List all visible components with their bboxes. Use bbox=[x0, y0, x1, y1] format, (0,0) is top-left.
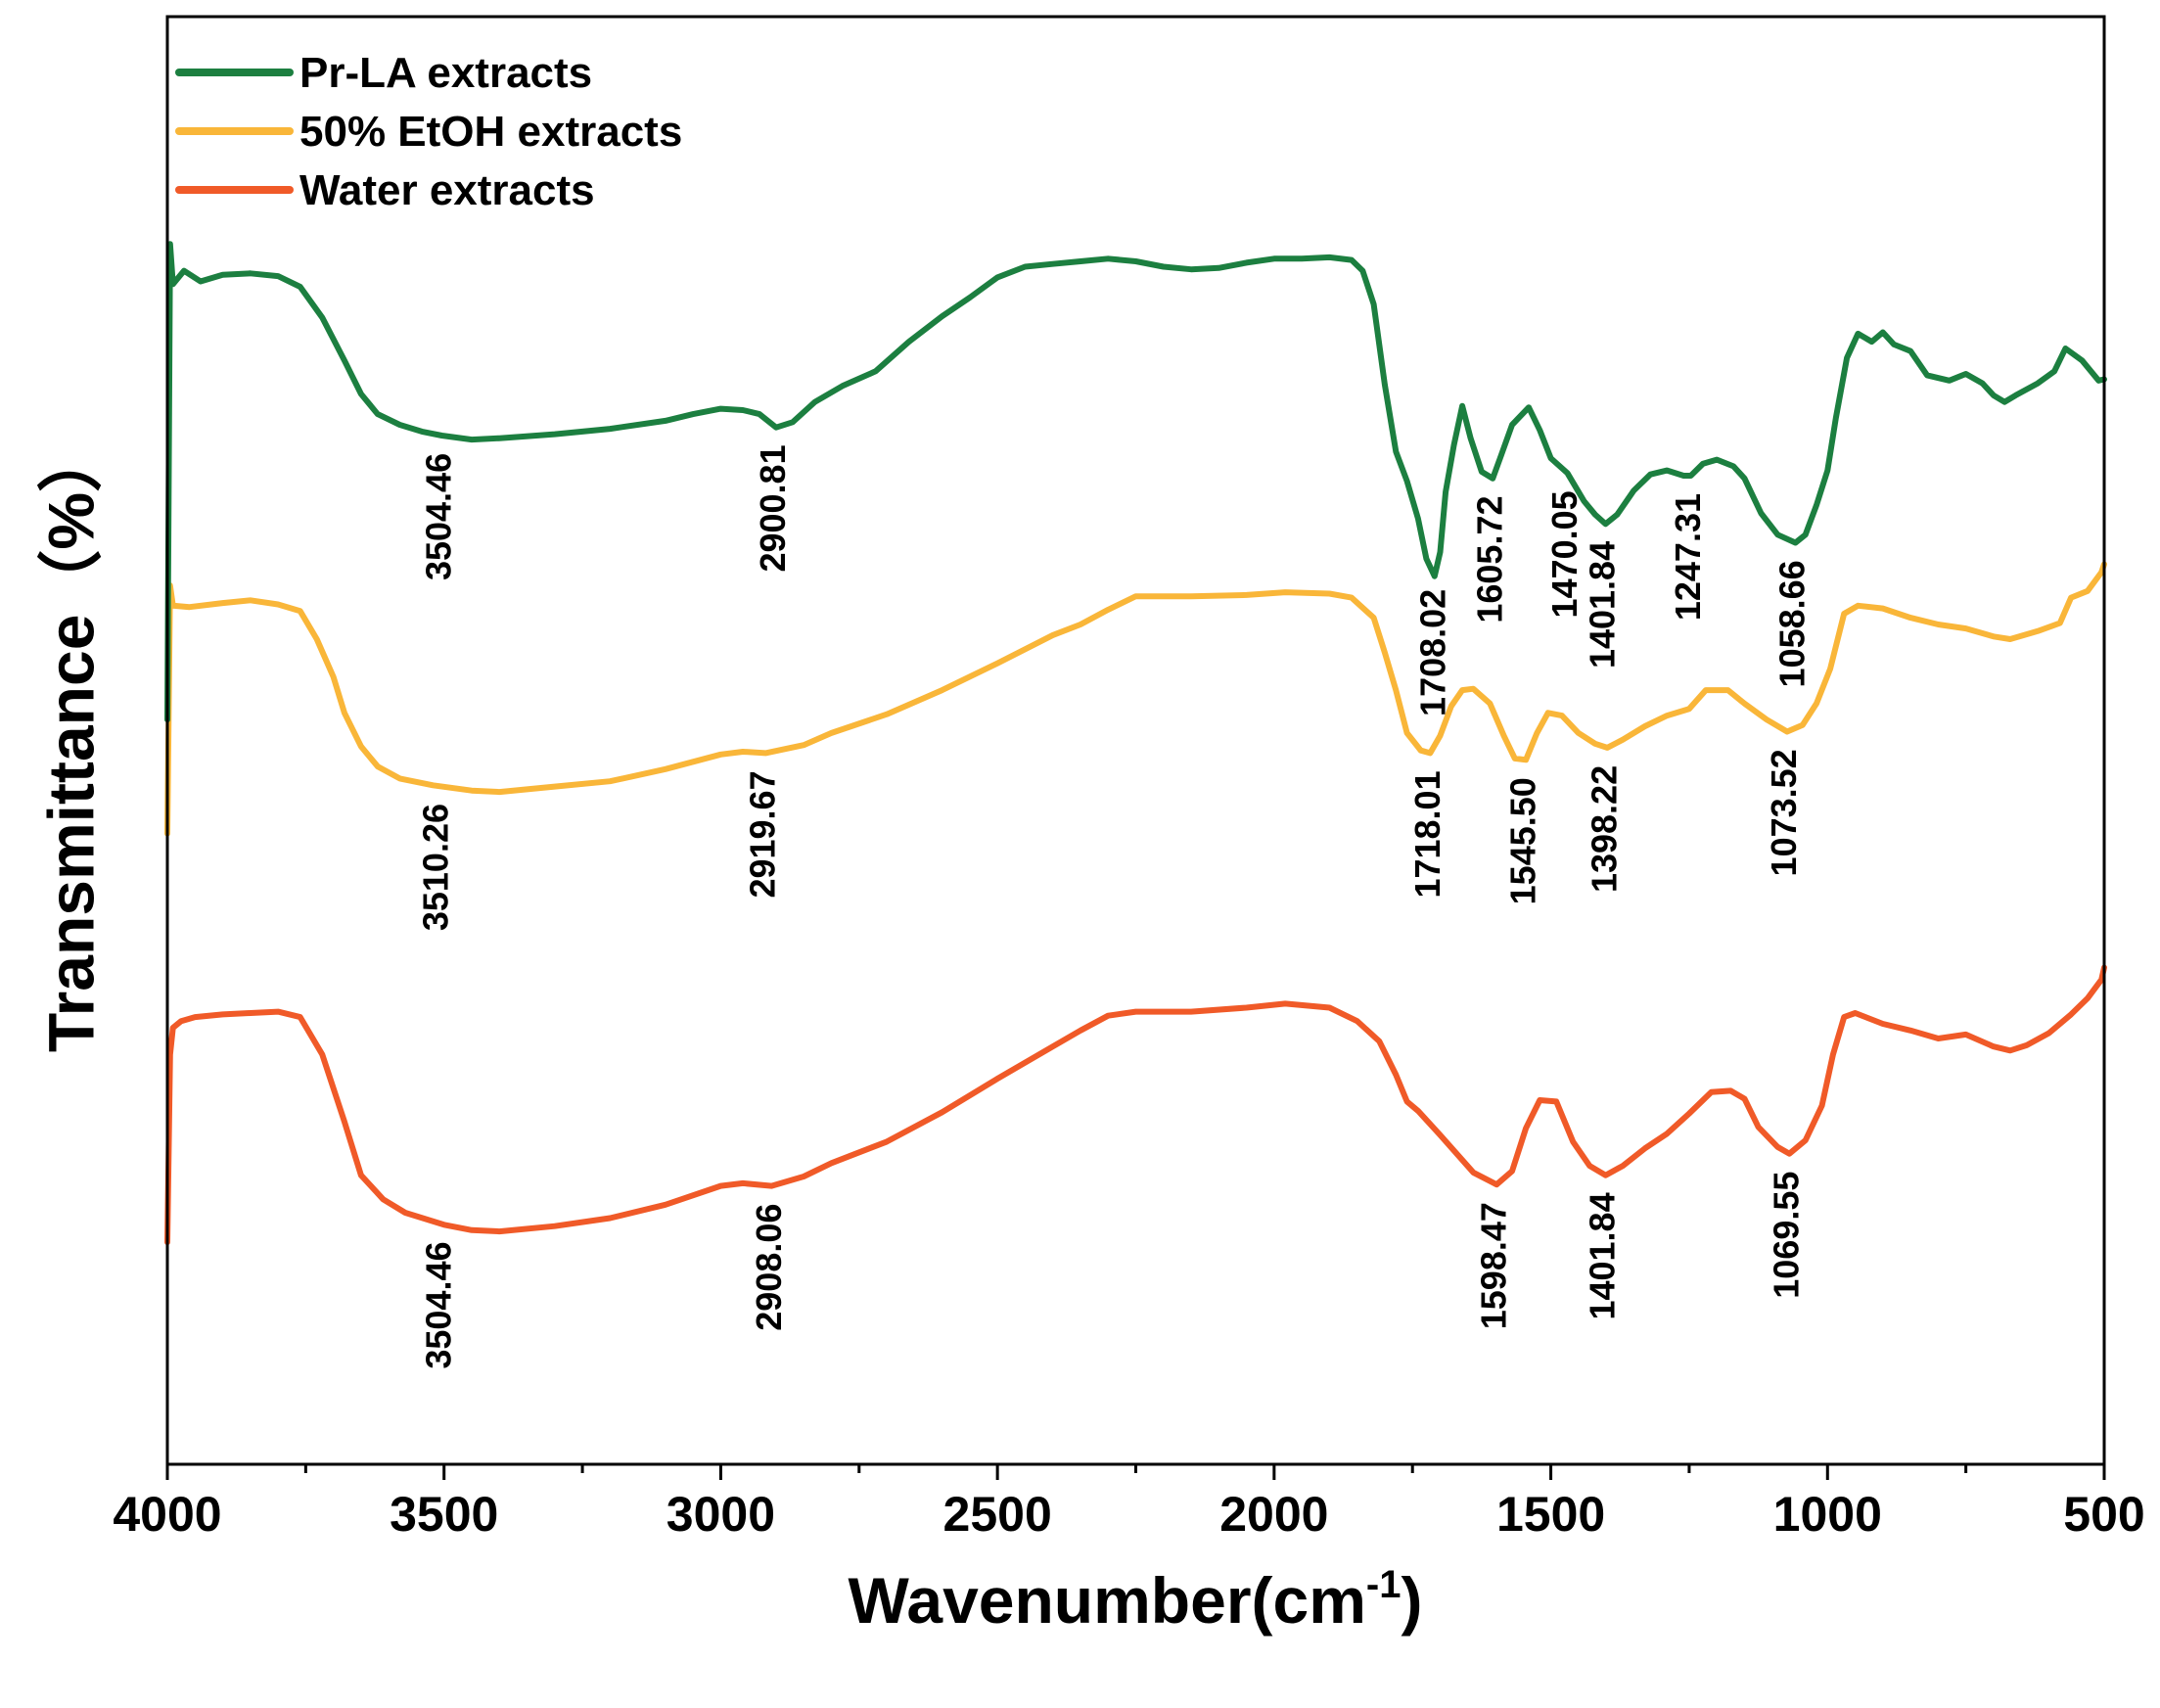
peak-label: 1401.84 bbox=[1583, 541, 1623, 669]
legend: Pr-LA extracts 50% EtOH extracts Water ext… bbox=[175, 49, 682, 214]
x-axis-title-main: Wavenumber(cm bbox=[849, 1564, 1366, 1637]
peak-label: 1545.50 bbox=[1502, 777, 1542, 904]
peak-label: 1401.84 bbox=[1583, 1192, 1623, 1319]
peak-label: 1605.72 bbox=[1469, 496, 1509, 623]
series-line-pr-la-extracts bbox=[164, 241, 2107, 723]
x-tick-label: 4000 bbox=[113, 1487, 221, 1542]
x-axis-title: Wavenumber(cm-1) bbox=[849, 1563, 1423, 1637]
peak-label: 2908.06 bbox=[749, 1204, 789, 1331]
x-axis-title-close: ) bbox=[1401, 1564, 1422, 1637]
peak-label: 1718.01 bbox=[1407, 770, 1448, 898]
x-tick-label: 2000 bbox=[1219, 1487, 1328, 1542]
peak-label: 1058.66 bbox=[1772, 560, 1813, 687]
x-tick-label: 1500 bbox=[1496, 1487, 1605, 1542]
legend-label-50-etoh-extracts: 50% EtOH extracts bbox=[299, 108, 682, 156]
series-line-50-etoh-extracts bbox=[164, 561, 2107, 837]
legend-label-pr-la-extracts: Pr-LA extracts bbox=[299, 49, 592, 97]
x-axis-title-superscript: -1 bbox=[1366, 1563, 1402, 1606]
x-tick-label: 500 bbox=[2063, 1487, 2144, 1542]
x-tick-label: 3500 bbox=[390, 1487, 498, 1542]
peak-label: 1708.02 bbox=[1413, 589, 1453, 716]
x-tick-label: 1000 bbox=[1773, 1487, 1882, 1542]
peak-label: 1073.52 bbox=[1764, 749, 1804, 876]
legend-label-water-extracts: Water extracts bbox=[299, 166, 595, 214]
y-axis-title: Transmittance（%） bbox=[34, 428, 107, 1052]
peak-label: 3504.46 bbox=[419, 1242, 459, 1369]
x-tick-label: 2500 bbox=[943, 1487, 1052, 1542]
peak-label: 1598.47 bbox=[1473, 1202, 1513, 1329]
peak-label: 2900.81 bbox=[753, 444, 793, 572]
peak-label: 3510.26 bbox=[415, 804, 455, 931]
x-axis: 4000 3500 3000 2500 2000 1500 1000 500 bbox=[113, 1464, 2145, 1542]
peak-label: 1069.55 bbox=[1767, 1172, 1807, 1299]
series-layer bbox=[164, 241, 2107, 1246]
peak-label: 3504.46 bbox=[419, 453, 459, 580]
peak-label: 1398.22 bbox=[1585, 765, 1625, 893]
peak-label: 1247.31 bbox=[1668, 493, 1708, 621]
series-line-water-extracts bbox=[164, 964, 2107, 1246]
peak-label: 2919.67 bbox=[742, 770, 782, 898]
x-tick-label: 3000 bbox=[666, 1487, 775, 1542]
peak-label: 1470.05 bbox=[1544, 490, 1585, 618]
